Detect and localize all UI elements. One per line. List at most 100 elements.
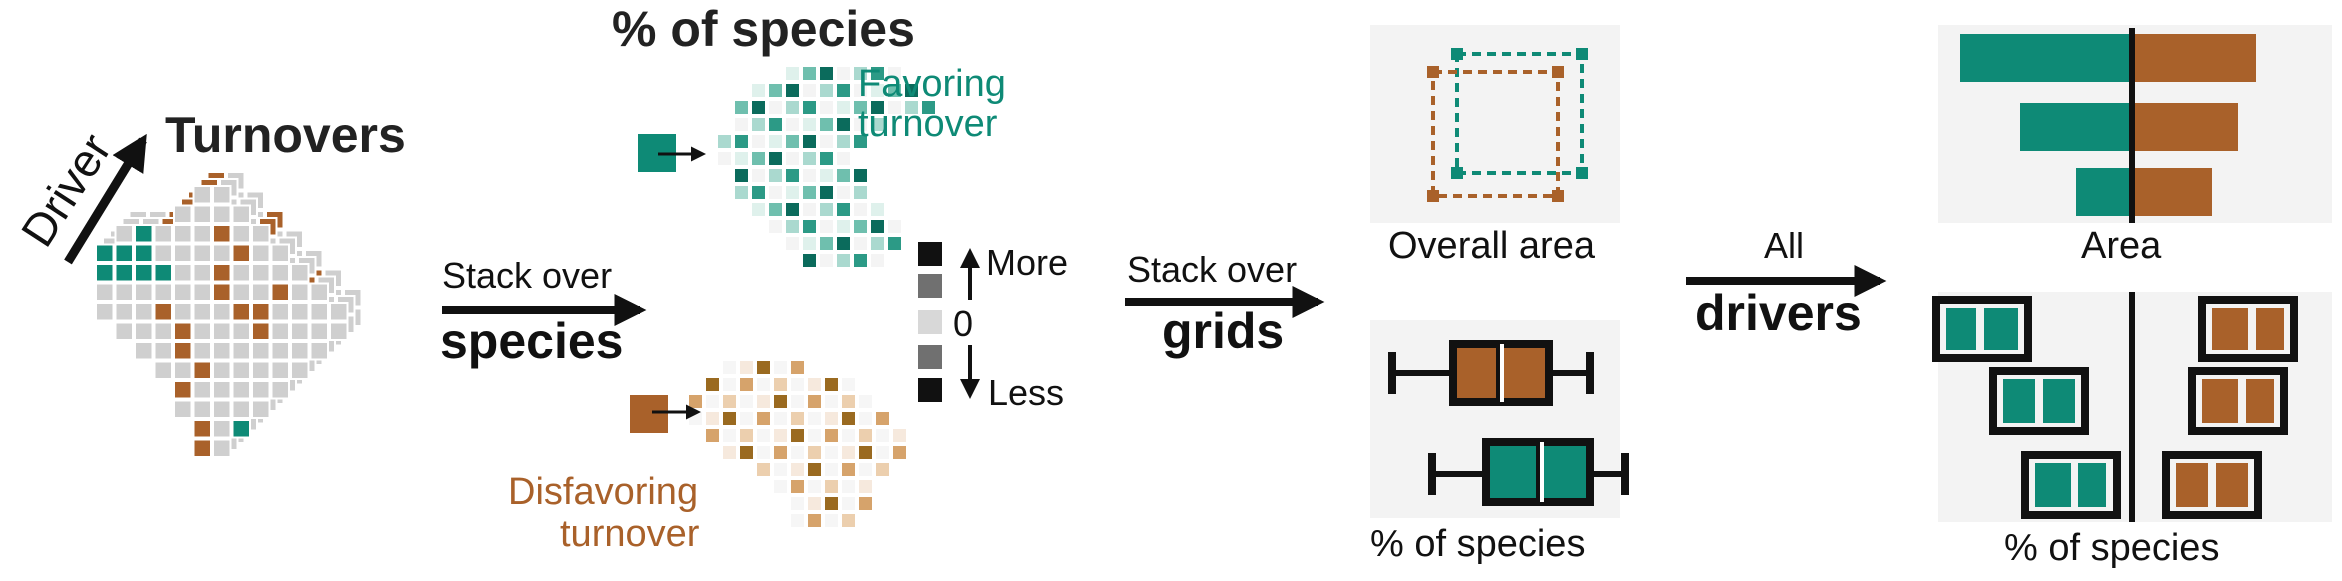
map-cell [733,167,750,184]
map-cell [840,495,857,512]
map-cell [852,252,869,269]
map-cell [721,393,738,410]
map-cell [772,444,789,461]
map-cell [874,410,891,427]
map-cell [767,116,784,133]
map-cell [192,380,212,400]
map-cell [750,82,767,99]
map-cell [231,224,251,244]
map-cell [852,167,869,184]
map-cell [789,495,806,512]
map-cell [192,302,212,322]
map-cell [823,512,840,529]
map-cell [818,252,835,269]
map-cell [772,478,789,495]
map-cell [721,410,738,427]
map-cell [869,99,886,116]
map-cell [903,82,920,99]
map-cell [212,341,232,361]
map-cell [869,82,886,99]
map-cell [840,427,857,444]
pct-species-caption: % of species [1370,523,1585,565]
map-cell [309,282,329,302]
map-cell [134,243,154,263]
map-cell [231,321,251,341]
map-cell [114,243,134,263]
legend-less: Less [988,372,1064,413]
map-cell [835,150,852,167]
map-cell [716,150,733,167]
map-cell [818,82,835,99]
map-cell [806,444,823,461]
map-cell [755,410,772,427]
map-cell [95,302,115,322]
map-cell [789,393,806,410]
map-cell [789,444,806,461]
map-cell [192,185,212,205]
map-cell [192,341,212,361]
map-cell [251,380,271,400]
map-cell [309,302,329,322]
map-cell [290,360,310,380]
map-cell [153,321,173,341]
favoring-label-1: Favoring [858,63,1006,105]
map-cell [251,282,271,302]
map-cell [886,82,903,99]
map-cell [789,461,806,478]
map-cell [755,444,772,461]
map-cell [818,99,835,116]
driver-arrow [64,133,147,265]
map-cell [784,133,801,150]
map-cell [212,282,232,302]
map-cell [251,263,271,283]
map-cell [852,99,869,116]
map-cell [835,133,852,150]
map-cell [767,167,784,184]
map-cell [173,360,193,380]
map-cell [231,360,251,380]
stack-grids-label-1: Stack over [1127,249,1297,290]
map-cell [173,282,193,302]
map-cell [823,393,840,410]
map-cell [784,218,801,235]
map-cell [874,427,891,444]
map-cell [840,461,857,478]
map-cell [823,444,840,461]
disfavoring-label-2: turnover [560,513,700,555]
map-cell [852,184,869,201]
map-cell [750,167,767,184]
map-cell [716,133,733,150]
map-cell [835,235,852,252]
map-cell [733,133,750,150]
map-cell [173,341,193,361]
map-cell [789,478,806,495]
map-cell [212,302,232,322]
map-cell [767,133,784,150]
dashed-square-icon [1427,48,1588,202]
map-cell [852,235,869,252]
map-cell [835,184,852,201]
map-cell [767,99,784,116]
map-cell [784,184,801,201]
map-cell [192,321,212,341]
map-cell [134,302,154,322]
map-cell [806,478,823,495]
map-cell [806,376,823,393]
map-cell [818,150,835,167]
map-cell [869,218,886,235]
map-cell [920,99,937,116]
favoring-label-2: turnover [858,103,998,145]
map-cell [840,376,857,393]
map-cell [750,99,767,116]
legend-more: More [986,242,1068,283]
map-cell [772,410,789,427]
map-cell [721,376,738,393]
map-cell [784,82,801,99]
map-cell [886,218,903,235]
map-cell [772,376,789,393]
map-cell [721,427,738,444]
map-cell [738,359,755,376]
map-cell [270,302,290,322]
map-cell [329,321,349,341]
